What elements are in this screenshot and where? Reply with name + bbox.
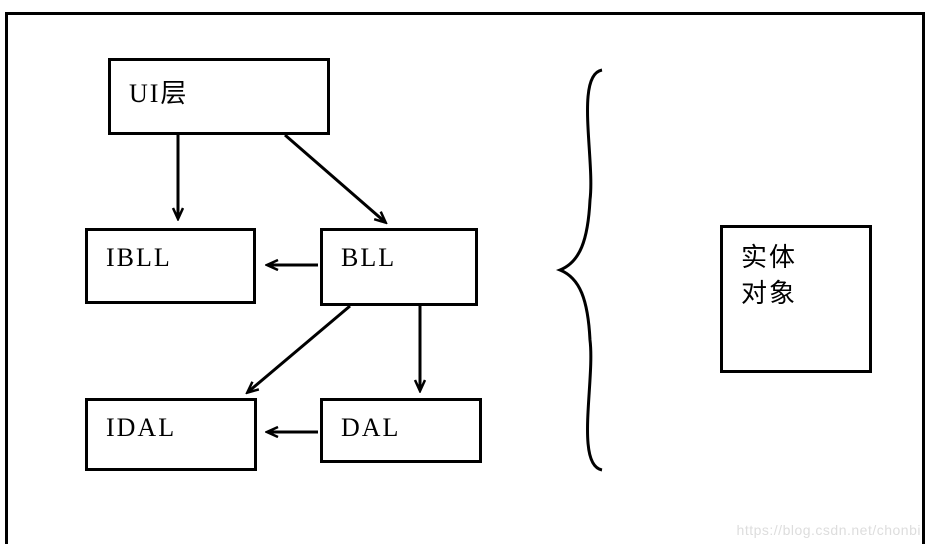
node-idal: IDAL xyxy=(85,398,257,471)
node-ui: UI层 xyxy=(108,58,330,135)
node-bll-label: BLL xyxy=(341,243,396,273)
node-entity-label1: 实体 xyxy=(741,240,797,276)
node-entity-label2: 对象 xyxy=(741,276,797,312)
node-ibll-label: IBLL xyxy=(106,243,172,273)
node-entity: 实体 对象 xyxy=(720,225,872,373)
node-idal-label: IDAL xyxy=(106,413,176,443)
node-dal: DAL xyxy=(320,398,482,463)
node-ui-label: UI层 xyxy=(129,73,188,110)
node-bll: BLL xyxy=(320,228,478,306)
node-ibll: IBLL xyxy=(85,228,256,304)
watermark: https://blog.csdn.net/chonbi xyxy=(737,522,921,538)
node-dal-label: DAL xyxy=(341,413,400,443)
